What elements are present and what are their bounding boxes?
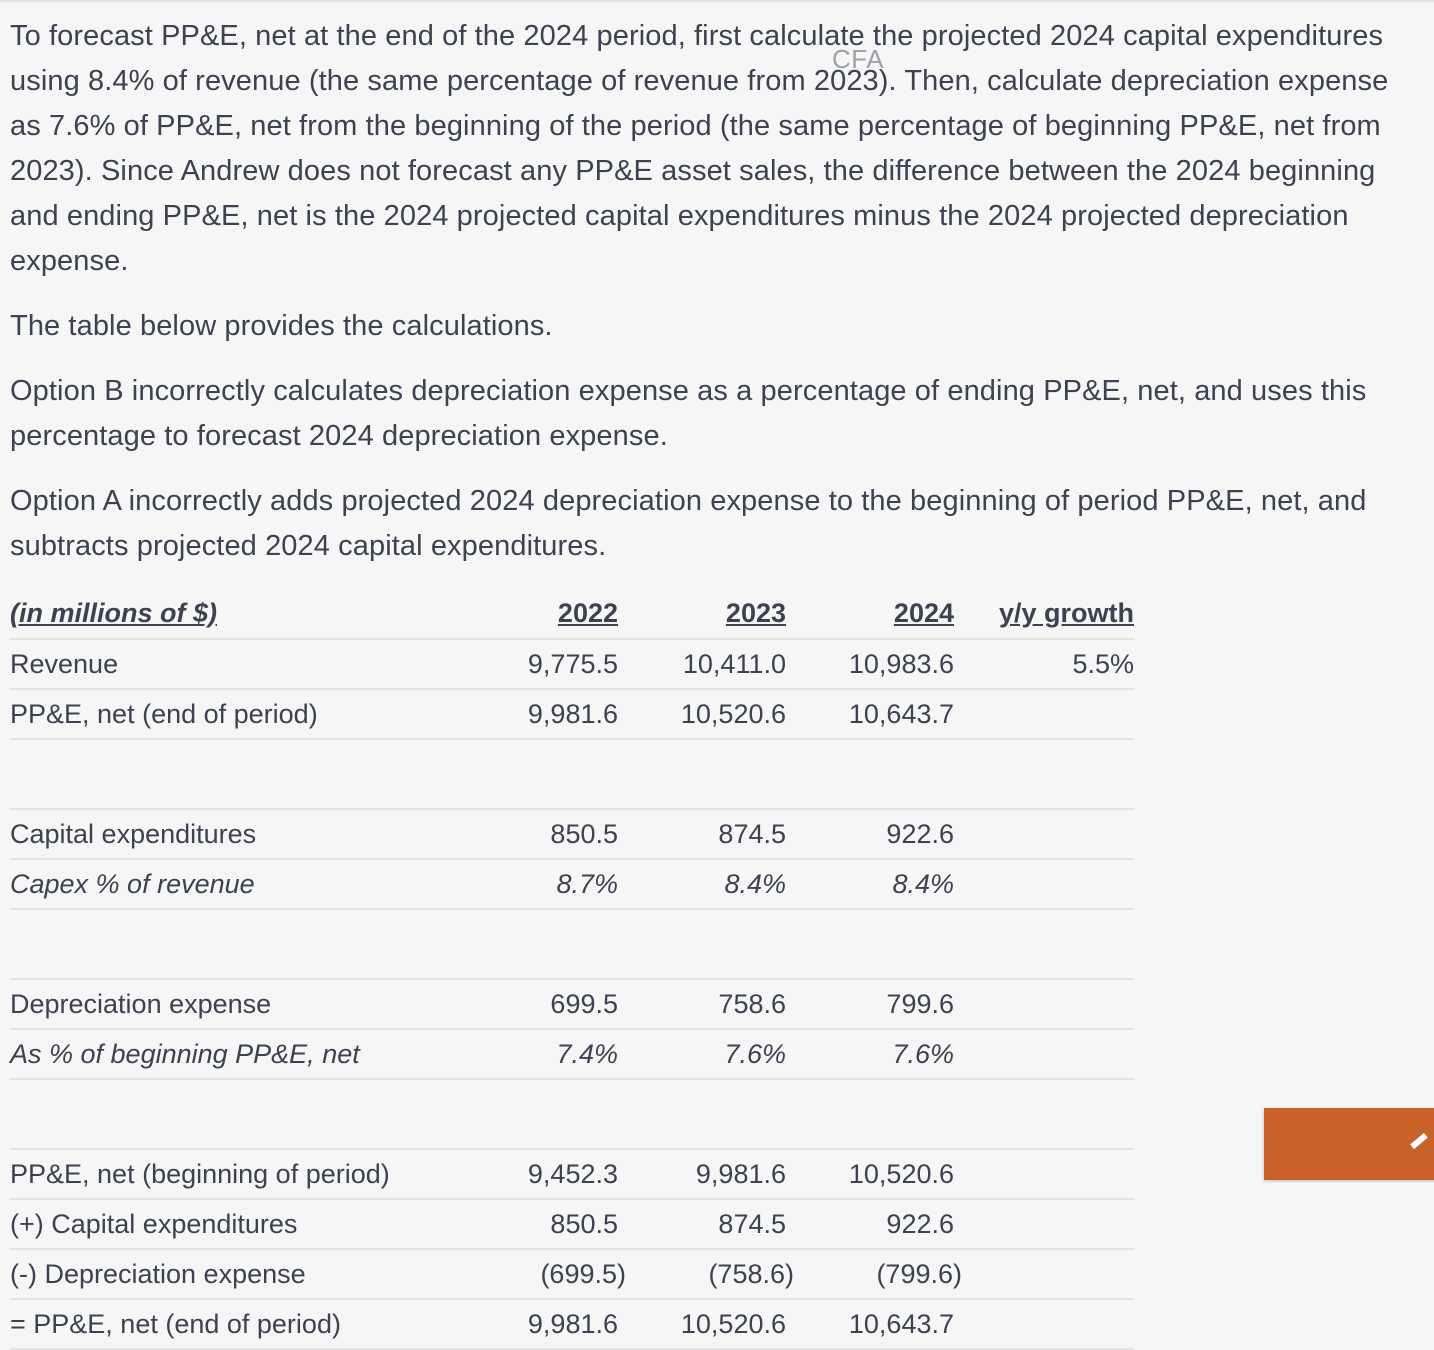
row-label: Capital expenditures	[10, 809, 450, 860]
top-divider	[0, 0, 1434, 2]
cell-2023: (758.6)	[618, 1249, 794, 1300]
table-spacer	[10, 909, 1134, 980]
cell-growth	[954, 859, 1134, 910]
cell-growth: 5.5%	[954, 639, 1134, 690]
cell-2023: 874.5	[618, 1199, 786, 1250]
cell-2022: 850.5	[450, 809, 618, 860]
explanation-paragraph-4: Option A incorrectly adds projected 2024…	[10, 485, 1367, 562]
cell-growth	[954, 809, 1134, 860]
row-label: = PP&E, net (end of period)	[10, 1299, 450, 1350]
table-header-row: (in millions of $) 2022 2023 2024 y/y gr…	[10, 589, 1134, 640]
table-spacer	[10, 1079, 1134, 1150]
cell-2023: 7.6%	[618, 1029, 786, 1080]
cell-2024: 10,520.6	[786, 1149, 954, 1200]
cell-growth	[954, 1299, 1134, 1350]
cell-growth	[954, 689, 1134, 740]
cell-2023: 10,520.6	[618, 689, 786, 740]
cell-2022: (699.5)	[450, 1249, 626, 1300]
cell-growth	[954, 1029, 1134, 1080]
cell-2022: 9,981.6	[450, 689, 618, 740]
cfa-watermark: CFA	[832, 44, 885, 74]
calculation-table: (in millions of $) 2022 2023 2024 y/y gr…	[10, 589, 1134, 1350]
table-row-ppe-end: PP&E, net (end of period) 9,981.6 10,520…	[10, 689, 1134, 740]
cell-growth	[954, 1149, 1134, 1200]
pencil-icon	[1410, 1132, 1428, 1150]
table-row-ppe-end-total: = PP&E, net (end of period) 9,981.6 10,5…	[10, 1299, 1134, 1350]
cell-growth	[954, 979, 1134, 1030]
year-2024-header: 2024	[786, 589, 954, 640]
table-spacer	[10, 739, 1134, 810]
table-row-capex-pct: Capex % of revenue 8.7% 8.4% 8.4%	[10, 859, 1134, 910]
row-label: PP&E, net (end of period)	[10, 689, 450, 740]
cell-2022: 9,775.5	[450, 639, 618, 690]
explanation-paragraph-1: To forecast PP&E, net at the end of the …	[10, 20, 1389, 277]
row-label: Revenue	[10, 639, 450, 690]
cell-2022: 7.4%	[450, 1029, 618, 1080]
explanation-paragraph-3: Option B incorrectly calculates deprecia…	[10, 375, 1367, 452]
row-label: (+) Capital expenditures	[10, 1199, 450, 1250]
cell-2024: 8.4%	[786, 859, 954, 910]
year-2023-header: 2023	[618, 589, 786, 640]
explanation-paragraph-2: The table below provides the calculation…	[10, 310, 553, 342]
cell-2024: 922.6	[786, 809, 954, 860]
cell-2022: 9,981.6	[450, 1299, 618, 1350]
cell-2022: 9,452.3	[450, 1149, 618, 1200]
cell-2024: 922.6	[786, 1199, 954, 1250]
table-row-plus-capex: (+) Capital expenditures 850.5 874.5 922…	[10, 1199, 1134, 1250]
cell-2022: 699.5	[450, 979, 618, 1030]
cell-2024: 7.6%	[786, 1029, 954, 1080]
cell-2023: 8.4%	[618, 859, 786, 910]
year-2022-header: 2022	[450, 589, 618, 640]
row-label: As % of beginning PP&E, net	[10, 1029, 450, 1080]
cell-2024: 10,983.6	[786, 639, 954, 690]
row-label: Depreciation expense	[10, 979, 450, 1030]
cell-2024: (799.6)	[786, 1249, 962, 1300]
growth-header: y/y growth	[954, 589, 1134, 640]
cell-growth	[954, 1249, 1134, 1300]
table-row-minus-depreciation: (-) Depreciation expense (699.5) (758.6)…	[10, 1249, 1134, 1300]
cell-2022: 850.5	[450, 1199, 618, 1250]
explanation-content: To forecast PP&E, net at the end of the …	[10, 14, 1420, 1350]
cell-growth	[954, 1199, 1134, 1250]
row-label: Capex % of revenue	[10, 859, 450, 910]
cell-2023: 9,981.6	[618, 1149, 786, 1200]
table-row-revenue: Revenue 9,775.5 10,411.0 10,983.6 5.5%	[10, 639, 1134, 690]
table-row-depreciation-pct: As % of beginning PP&E, net 7.4% 7.6% 7.…	[10, 1029, 1134, 1080]
cell-2023: 10,520.6	[618, 1299, 786, 1350]
cell-2024: 10,643.7	[786, 689, 954, 740]
cell-2023: 10,411.0	[618, 639, 786, 690]
cell-2022: 8.7%	[450, 859, 618, 910]
table-row-depreciation: Depreciation expense 699.5 758.6 799.6	[10, 979, 1134, 1030]
cell-2023: 874.5	[618, 809, 786, 860]
table-row-capex: Capital expenditures 850.5 874.5 922.6	[10, 809, 1134, 860]
row-label: PP&E, net (beginning of period)	[10, 1149, 450, 1200]
row-label: (-) Depreciation expense	[10, 1249, 450, 1300]
floating-edit-button[interactable]	[1264, 1108, 1434, 1180]
units-header: (in millions of $)	[10, 589, 450, 640]
cell-2024: 799.6	[786, 979, 954, 1030]
cell-2024: 10,643.7	[786, 1299, 954, 1350]
table-row-ppe-begin: PP&E, net (beginning of period) 9,452.3 …	[10, 1149, 1134, 1200]
cell-2023: 758.6	[618, 979, 786, 1030]
